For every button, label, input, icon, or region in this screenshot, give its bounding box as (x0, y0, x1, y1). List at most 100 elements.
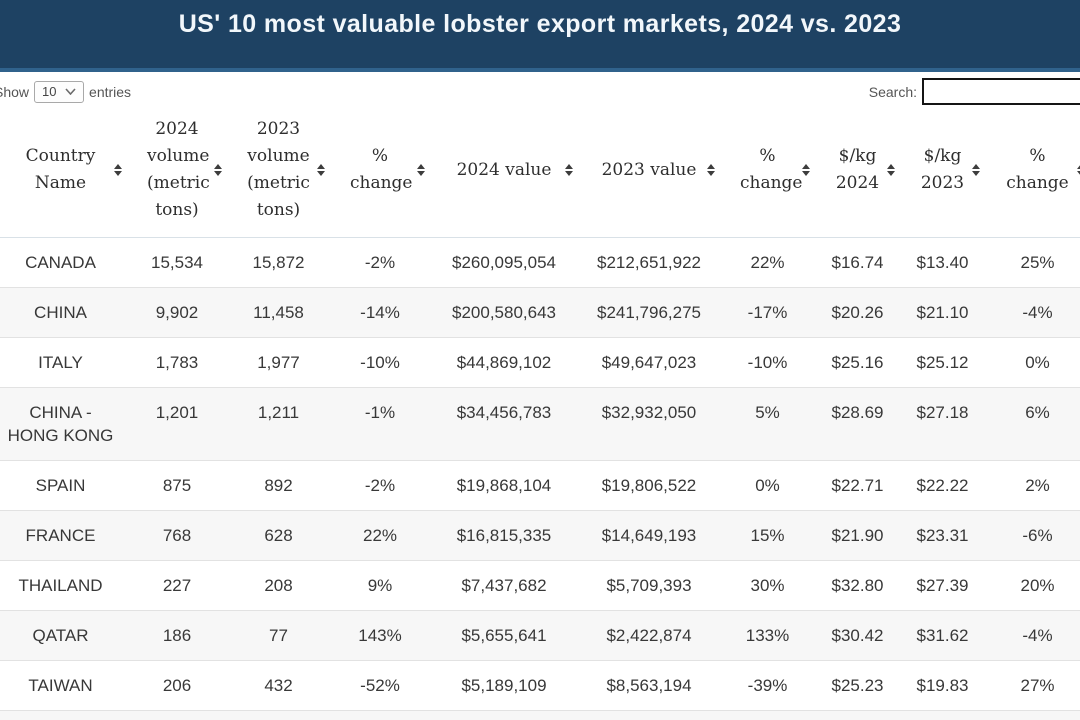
cell-value: 227 (162, 576, 192, 595)
sort-icon[interactable] (707, 164, 715, 176)
cell-value: 22% (750, 253, 785, 272)
cell-value: $21.90 (831, 526, 884, 545)
sort-icon[interactable] (972, 164, 980, 176)
column-header-9[interactable]: $/kg 2023 (900, 103, 985, 238)
search-input[interactable] (922, 78, 1080, 105)
sort-icon[interactable] (1077, 164, 1080, 176)
cell-value: $22.22 (916, 476, 969, 495)
column-label: $/kg 2024 (835, 146, 880, 193)
cell-value: 208 (264, 576, 293, 595)
cell-value: $13.40 (916, 253, 969, 272)
table-sheet: Show 10 entries Search: Country Name 2024… (0, 72, 1080, 720)
title-bar: US' 10 most valuable lobster export mark… (0, 0, 1080, 72)
column-header-3[interactable]: 2023 volume (metric tons) (227, 103, 330, 238)
table-row: FRANCE 768 628 22% $16,815,335 $14,649,193 15%… (0, 510, 1080, 561)
table-row: CHINA 9,902 11,458 -14% $200,580,643 $241,796… (0, 287, 1080, 338)
cell-value: $5,709,393 (606, 576, 692, 595)
table-row: SPAIN 875 892 -2% $19,868,104 $19,806,522 0% $2… (0, 460, 1080, 511)
cell-country: CANADA (25, 253, 96, 272)
cell-value: 2% (1025, 476, 1050, 495)
sort-icon[interactable] (887, 164, 895, 176)
cell-value: $26.13 (900, 711, 985, 720)
cell-value: 1,201 (155, 403, 199, 422)
table-controls: Show 10 entries Search: (0, 72, 1080, 105)
cell-value: -39% (747, 676, 788, 695)
cell-value: 11,458 (253, 303, 304, 322)
header-row: Country Name 2024 volume (metric tons) 202… (0, 103, 1080, 238)
cell-value: $7,437,682 (461, 576, 547, 595)
cell-value: $241,796,275 (597, 303, 701, 322)
cell-value: 5% (755, 403, 780, 422)
cell-value: $25.12 (916, 353, 969, 372)
cell-value: -6% (1022, 526, 1053, 545)
cell-value: -17% (747, 303, 788, 322)
column-header-10[interactable]: % change (985, 103, 1080, 238)
cell-country: TAIWAN (28, 676, 93, 695)
cell-value: $23.31 (916, 526, 969, 545)
cell-value: 6% (1025, 403, 1050, 422)
sort-icon[interactable] (114, 164, 122, 176)
column-header-1[interactable]: Country Name (0, 103, 127, 238)
column-label: 2024 volume (metric tons) (147, 119, 210, 220)
cell-value: -52% (360, 676, 400, 695)
column-header-2[interactable]: 2024 volume (metric tons) (127, 103, 227, 238)
table-row: THAILAND 227 208 9% $7,437,682 $5,709,393 30% $… (0, 560, 1080, 611)
cell-value: -4% (1022, 626, 1053, 645)
cell-value: 20% (1020, 576, 1055, 595)
cell-value: $21.10 (916, 303, 969, 322)
cell-value: $28.69 (831, 403, 884, 422)
column-header-4[interactable]: % change (330, 103, 430, 238)
cell-value: 432 (264, 676, 293, 695)
cell-value: $32,932,050 (601, 403, 697, 422)
cell-value: 875 (162, 476, 192, 495)
cell-value: $19,806,522 (601, 476, 697, 495)
cell-value: 1,783 (155, 353, 199, 372)
cell-value: $19.83 (916, 676, 969, 695)
cell-value: 143% (358, 626, 402, 645)
column-header-7[interactable]: % change (720, 103, 815, 238)
cell-value: 30% (750, 576, 785, 595)
entries-select-value: 10 (42, 83, 57, 99)
cell-value: $32.80 (831, 576, 884, 595)
cell-value: -4% (1022, 303, 1053, 322)
cell-value: -1% (364, 403, 396, 422)
cell-value: 0% (755, 476, 780, 495)
show-label: Show (0, 83, 30, 100)
column-label: 2024 value (456, 159, 552, 180)
cell-value: -2% (364, 476, 396, 495)
cell-country: ITALY (38, 353, 83, 372)
cell-value: 0% (1025, 353, 1050, 372)
search-label: Search: (868, 83, 917, 100)
sort-icon[interactable] (417, 164, 425, 176)
column-header-5[interactable]: 2024 value (430, 103, 578, 238)
cell-country: QATAR (32, 626, 89, 645)
table-row: CANADA 15,534 15,872 -2% $260,095,054 $212,65… (0, 237, 1080, 288)
entries-select[interactable]: 10 (34, 80, 85, 103)
cell-value: -2% (364, 253, 396, 272)
table-row: CHINA - HONG KONG 1,201 1,211 -1% $34,456,78… (0, 387, 1080, 461)
sort-icon[interactable] (317, 164, 325, 176)
cell-value: $29.37 (815, 711, 900, 720)
cell-value: $27.18 (916, 403, 969, 422)
column-header-8[interactable]: $/kg 2024 (815, 103, 900, 238)
sort-icon[interactable] (214, 164, 222, 176)
cell-value: $30.42 (831, 626, 884, 645)
cell-value: $5,189,109 (461, 676, 547, 695)
cell-value: $8,563,194 (606, 676, 692, 695)
sort-icon[interactable] (565, 164, 573, 176)
table-row: ITALY 1,783 1,977 -10% $44,869,102 $49,647,02… (0, 337, 1080, 388)
cell-value: $4,616,197 (430, 711, 578, 720)
cell-value: 15% (750, 526, 785, 545)
cell-value: $25.16 (831, 353, 884, 372)
chevron-down-icon (64, 87, 76, 95)
cell-value: 27% (1020, 676, 1055, 695)
column-label: 2023 volume (metric tons) (247, 119, 310, 220)
column-header-6[interactable]: 2023 value (578, 103, 720, 238)
cell-value: $20.26 (831, 303, 884, 322)
table-row: SINGAPORE157230-32%$4,616,197$6,018,304-… (0, 710, 1080, 720)
sort-icon[interactable] (802, 164, 810, 176)
entries-control: Show 10 entries (0, 80, 131, 103)
cell-value: 25% (1020, 253, 1055, 272)
cell-value: -10% (747, 353, 788, 372)
cell-value: $44,869,102 (456, 353, 552, 372)
